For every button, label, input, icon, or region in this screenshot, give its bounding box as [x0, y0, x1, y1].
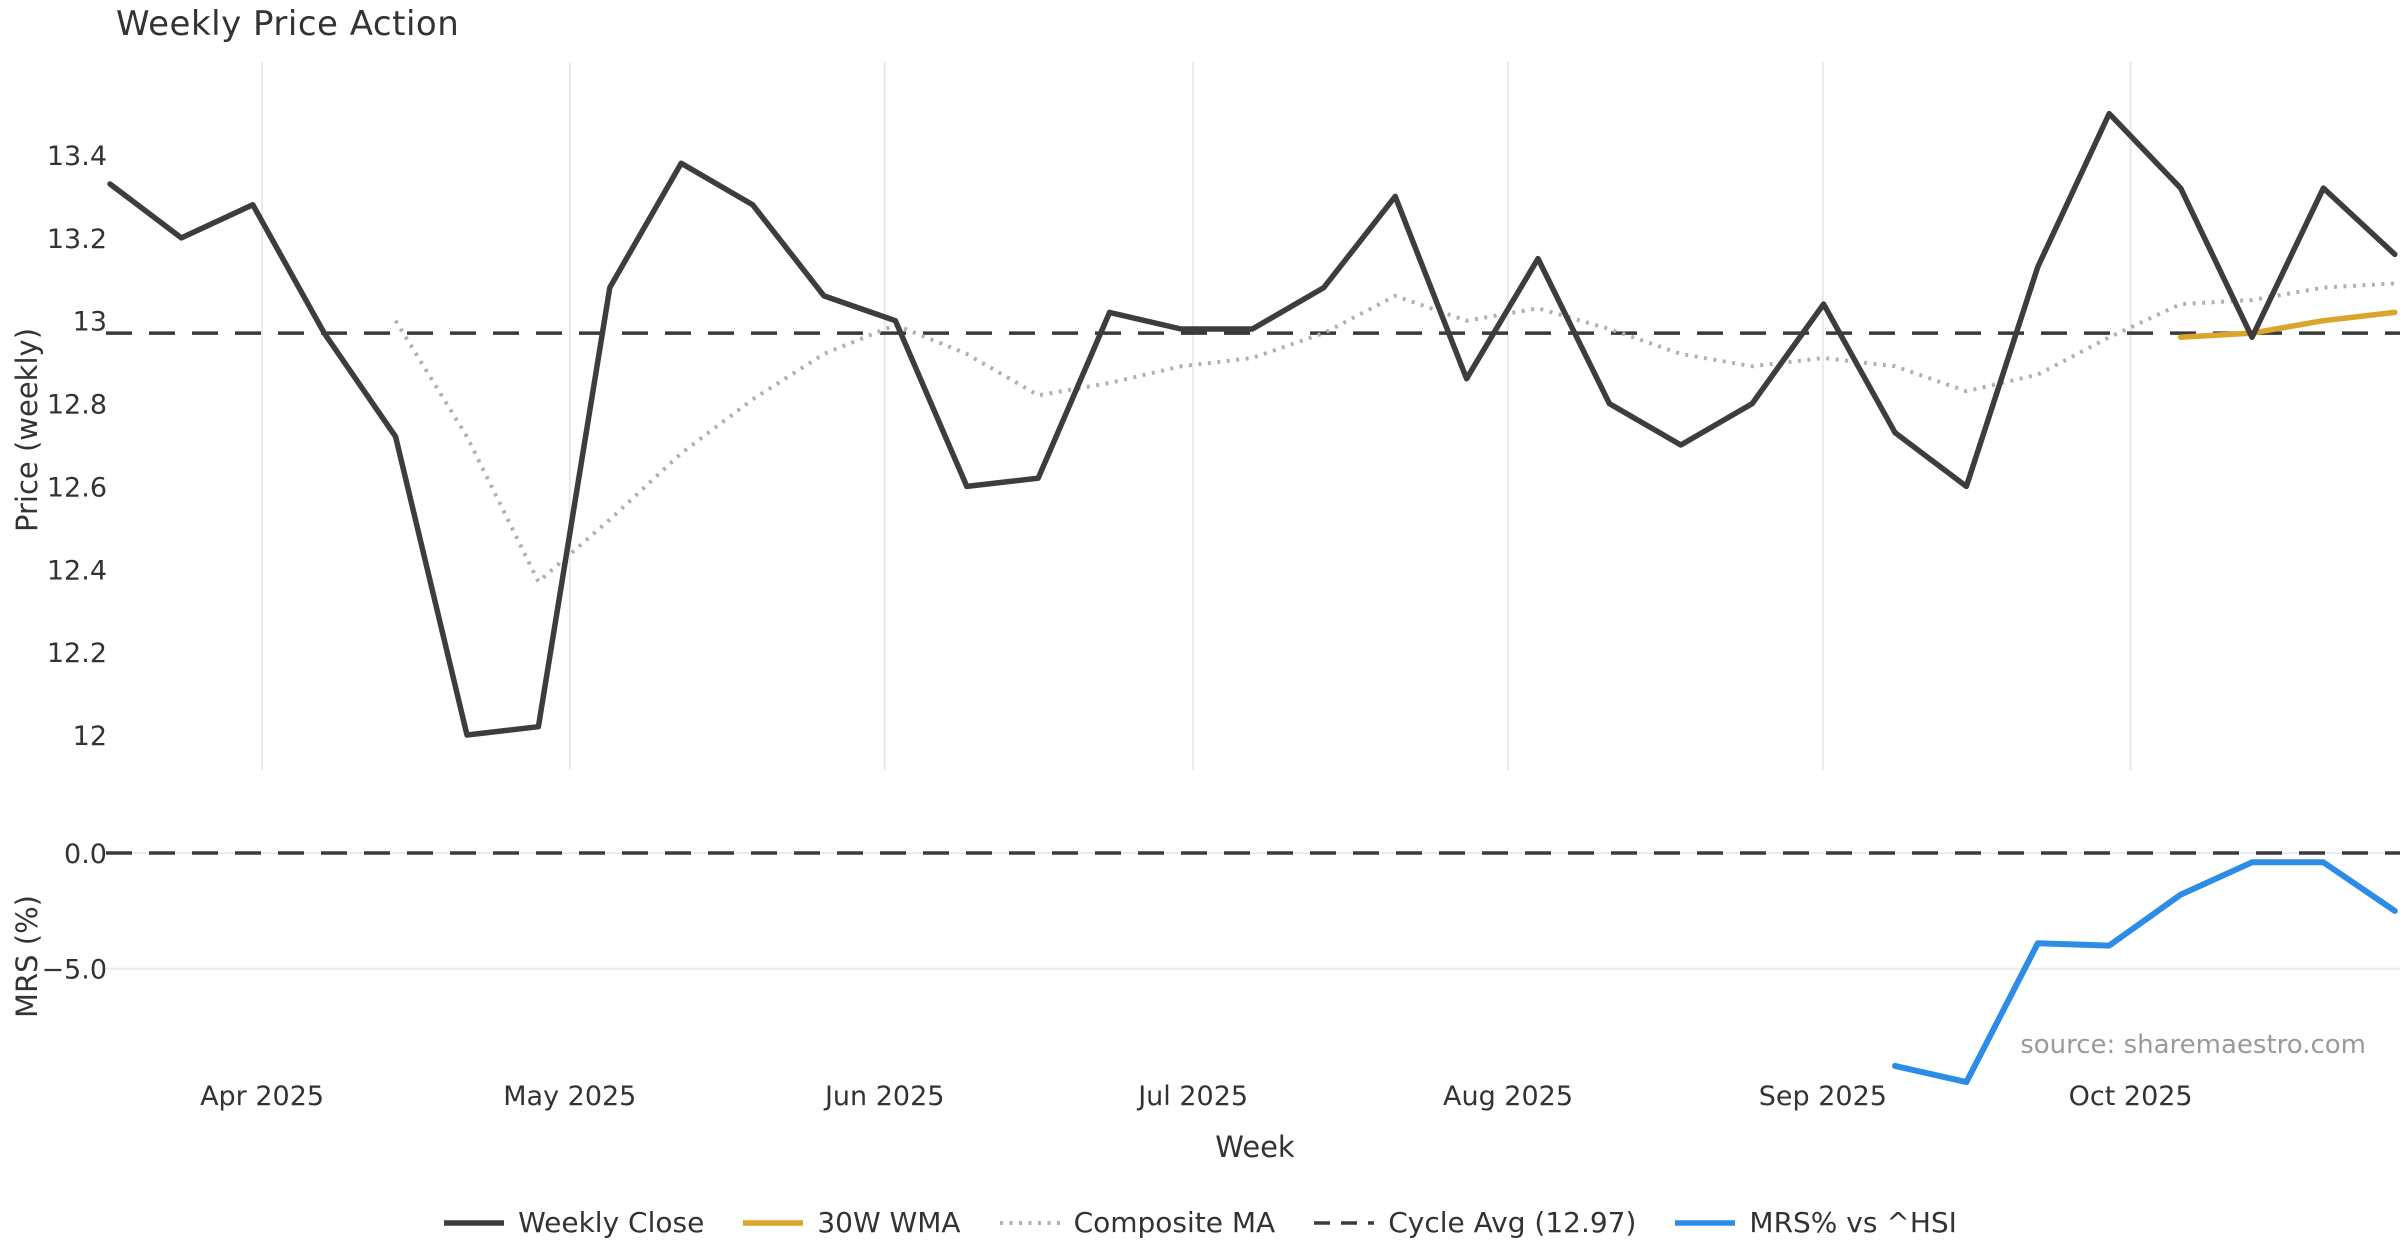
- cycle-legend-swatch: [1314, 1220, 1375, 1225]
- wma-legend-swatch: [743, 1219, 804, 1226]
- x-tick-label: Jun 2025: [823, 1081, 944, 1112]
- x-tick-label: Oct 2025: [2069, 1081, 2193, 1112]
- price-tick-label: 12.4: [47, 555, 107, 586]
- legend: Weekly Close 30W WMA Composite MA Cycle Avg…: [0, 1206, 2400, 1239]
- price-tick-label: 12.8: [47, 390, 107, 421]
- legend-label: MRS% vs ^HSI: [1749, 1206, 1957, 1239]
- x-axis-label: Week: [1215, 1130, 1295, 1164]
- price-tick-label: 13: [73, 307, 107, 338]
- legend-item-cycle: Cycle Avg (12.97): [1313, 1206, 1636, 1239]
- legend-item-close: Weekly Close: [443, 1206, 704, 1239]
- mrs-line: [1892, 859, 2398, 1086]
- legend-label: 30W WMA: [817, 1206, 961, 1239]
- source-note: source: sharemaestro.com: [2020, 1030, 2366, 1060]
- legend-label: Cycle Avg (12.97): [1388, 1206, 1637, 1239]
- mrs-axis-label: MRS (%): [10, 895, 44, 1018]
- composite-legend-swatch: [999, 1220, 1060, 1225]
- price-tick-label: 13.4: [47, 141, 107, 172]
- close-line: [107, 110, 2398, 738]
- composite-line: [393, 281, 2395, 584]
- legend-item-mrs: MRS% vs ^HSI: [1674, 1206, 1957, 1239]
- price-tick-label: 12: [73, 721, 107, 752]
- x-tick-label: May 2025: [503, 1081, 636, 1112]
- chart-title: Weekly Price Action: [116, 4, 460, 44]
- price-tick-label: 13.2: [47, 224, 107, 255]
- mrs-legend-swatch: [1675, 1219, 1736, 1226]
- wma-line: [2177, 309, 2398, 341]
- legend-item-wma: 30W WMA: [742, 1206, 961, 1239]
- legend-label: Composite MA: [1073, 1206, 1276, 1239]
- legend-item-composite: Composite MA: [999, 1206, 1276, 1239]
- x-tick-label: Apr 2025: [200, 1081, 324, 1112]
- price-axis-label: Price (weekly): [10, 327, 44, 532]
- mrs-tick-label: −5.0: [41, 955, 107, 986]
- price-tick-label: 12.2: [47, 638, 107, 669]
- price-tick-label: 12.6: [47, 472, 107, 503]
- close-legend-swatch: [444, 1219, 505, 1226]
- mrs-tick-label: 0.0: [64, 839, 107, 870]
- x-tick-label: Aug 2025: [1443, 1081, 1573, 1112]
- x-tick-label: Sep 2025: [1759, 1081, 1887, 1112]
- x-tick-label: Jul 2025: [1136, 1081, 1248, 1112]
- legend-label: Weekly Close: [518, 1206, 705, 1239]
